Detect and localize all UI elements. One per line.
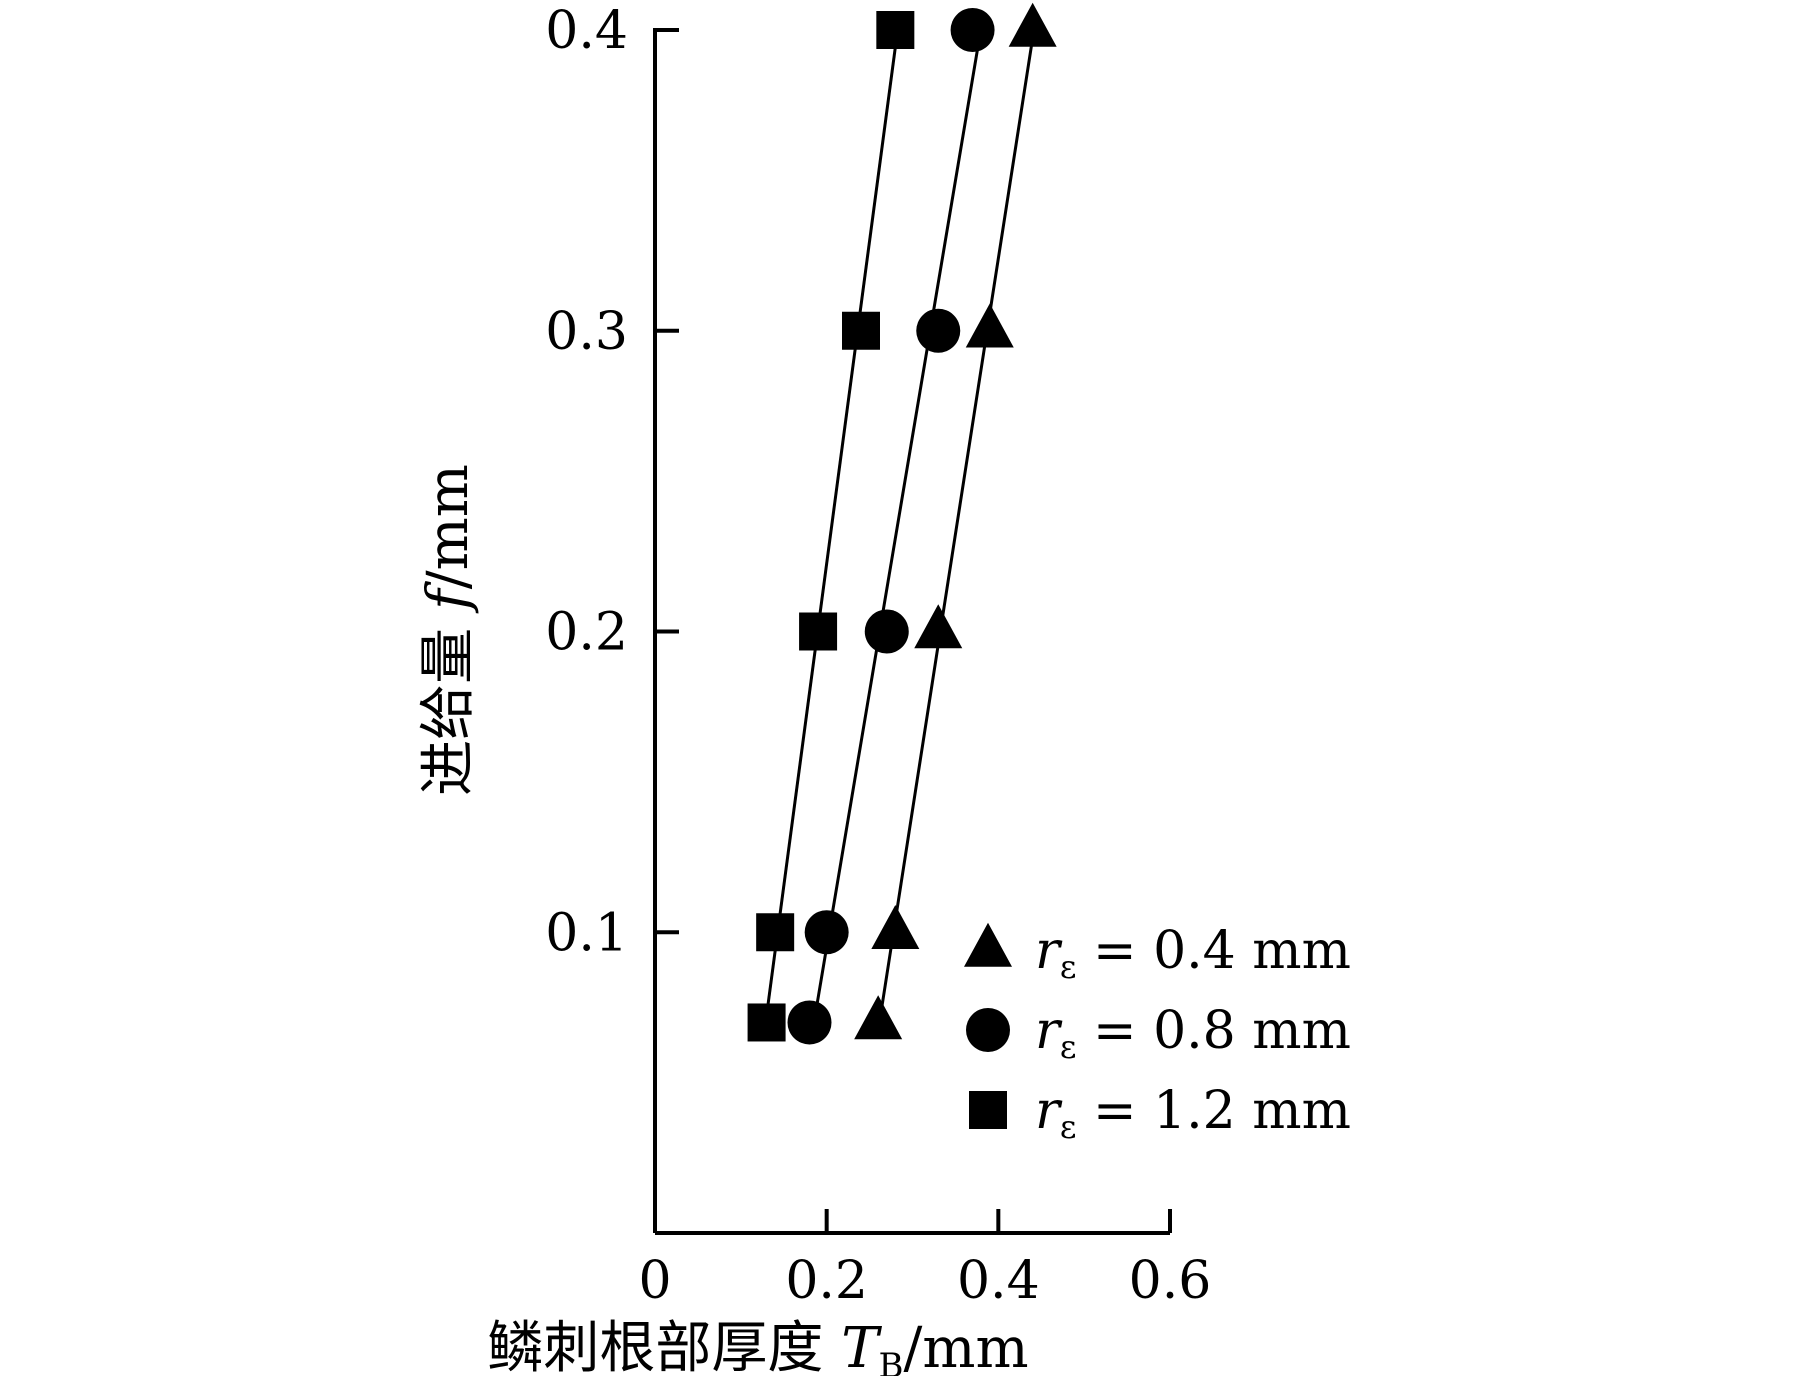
data-point-circle xyxy=(864,609,909,654)
legend-symbol: r xyxy=(1035,1081,1063,1141)
data-point-triangle xyxy=(965,303,1014,348)
data-markers xyxy=(747,2,1057,1045)
data-point-circle xyxy=(804,910,849,955)
legend-symbol: r xyxy=(1035,921,1063,981)
x-tick-label: 0.4 xyxy=(957,1251,1040,1311)
x-axis-title: 鳞刺根部厚度 TB/mm xyxy=(487,1316,1028,1376)
data-point-square xyxy=(756,913,795,952)
x-axis-title-main: 鳞刺根部厚度 xyxy=(487,1316,841,1376)
legend-label: rε = 1.2 mm xyxy=(1035,1081,1351,1146)
x-tick-label: 0.6 xyxy=(1129,1251,1212,1311)
x-axis-title-unit: /mm xyxy=(904,1316,1029,1376)
legend-label: rε = 0.4 mm xyxy=(1035,921,1351,986)
fit-lines xyxy=(762,29,1036,1038)
legend-text: = 0.4 mm xyxy=(1076,921,1350,981)
data-point-square xyxy=(876,11,915,49)
legend-marker-circle xyxy=(966,1008,1010,1052)
data-point-triangle xyxy=(871,904,920,949)
legend-subscript: ε xyxy=(1060,1028,1077,1066)
y-axis-title-main: 进给量 xyxy=(416,610,481,796)
data-point-circle xyxy=(916,308,961,353)
data-point-square xyxy=(842,311,880,350)
x-tick-label: 0 xyxy=(638,1251,671,1311)
data-point-circle xyxy=(950,8,995,52)
data-point-square xyxy=(799,612,838,651)
data-point-circle xyxy=(787,1000,832,1045)
y-axis-title: 进给量 f/mm xyxy=(416,464,481,796)
legend-subscript: ε xyxy=(1060,948,1077,986)
data-point-square xyxy=(747,1003,786,1042)
y-axis-title-unit: /mm xyxy=(416,464,481,589)
x-axis-title-subscript: B xyxy=(879,1346,904,1376)
legend-text: = 0.8 mm xyxy=(1076,1001,1350,1061)
y-tick-label: 0.3 xyxy=(545,302,628,362)
y-tick-label: 0.1 xyxy=(545,903,628,963)
y-tick-label: 0.2 xyxy=(545,603,628,663)
x-tick-label: 0.2 xyxy=(785,1251,868,1311)
legend-subscript: ε xyxy=(1060,1108,1077,1146)
y-tick-label: 0.4 xyxy=(545,1,628,61)
data-point-triangle xyxy=(914,604,963,649)
data-point-triangle xyxy=(1008,2,1057,47)
series-line-circle xyxy=(809,29,983,1038)
legend-label: rε = 0.8 mm xyxy=(1035,1001,1351,1066)
series-line-triangle xyxy=(875,29,1036,1038)
ticks: 0 0.2 0.4 0.6 0.1 0.2 0.3 0.4 xyxy=(545,1,1211,1311)
data-point-triangle xyxy=(854,995,903,1040)
x-axis-title-symbol: T xyxy=(841,1316,882,1376)
legend-marker-square xyxy=(969,1091,1007,1129)
legend-symbol: r xyxy=(1035,1001,1063,1061)
legend-marker-triangle xyxy=(964,922,1012,967)
legend-text: = 1.2 mm xyxy=(1076,1081,1350,1141)
series-line-square xyxy=(762,29,900,1038)
